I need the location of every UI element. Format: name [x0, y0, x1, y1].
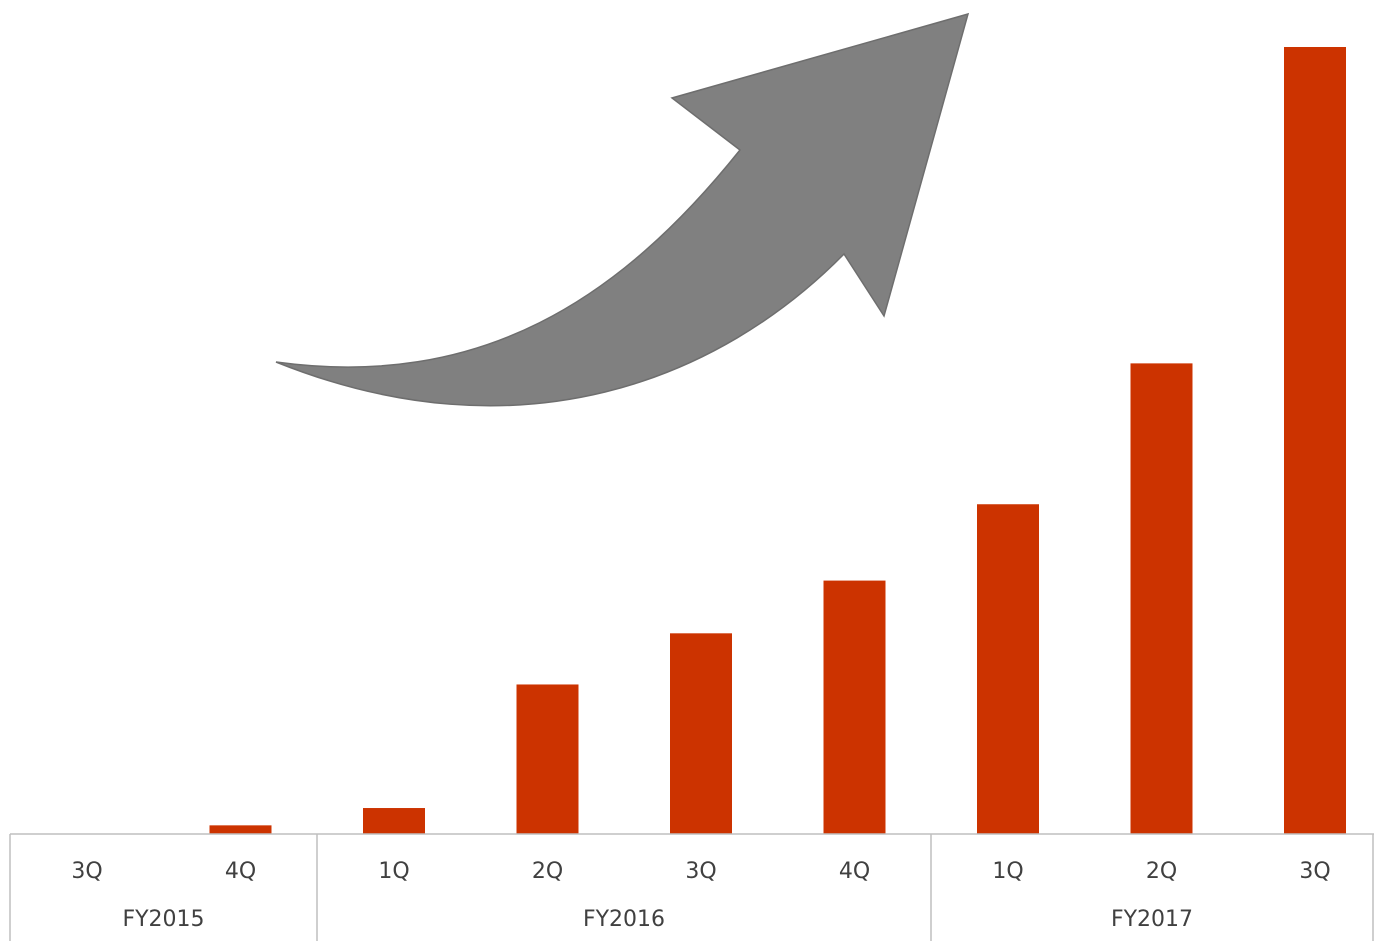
- bar-5: [823, 580, 886, 834]
- x-tick-label: 1Q: [378, 859, 409, 884]
- upward-trend-arrow-icon: [275, 12, 970, 407]
- bar-2: [363, 808, 425, 834]
- x-tick-label: 2Q: [1146, 859, 1177, 884]
- bar-4: [670, 633, 732, 834]
- bar-7: [1130, 363, 1193, 834]
- group-label-fy2015: FY2015: [122, 907, 204, 932]
- x-tick-label: 4Q: [839, 859, 870, 884]
- x-tick-label: 3Q: [685, 859, 716, 884]
- x-tick-label: 3Q: [71, 859, 102, 884]
- x-axis: [9, 833, 1374, 941]
- bar-3: [516, 684, 579, 834]
- fiscal-year-group-labels: FY2015 FY2016 FY2017: [122, 907, 1193, 932]
- group-label-fy2016: FY2016: [583, 907, 665, 932]
- bar-6: [977, 504, 1039, 834]
- x-tick-label: 4Q: [225, 859, 256, 884]
- bar-1: [209, 825, 272, 834]
- group-label-fy2017: FY2017: [1111, 907, 1193, 932]
- x-tick-label: 1Q: [992, 859, 1023, 884]
- x-tick-label: 3Q: [1299, 859, 1330, 884]
- bar-8: [1284, 47, 1346, 834]
- x-tick-labels: 3Q 4Q 1Q 2Q 3Q 4Q 1Q 2Q 3Q: [71, 859, 1330, 884]
- bars-group: [209, 47, 1346, 834]
- x-tick-label: 2Q: [532, 859, 563, 884]
